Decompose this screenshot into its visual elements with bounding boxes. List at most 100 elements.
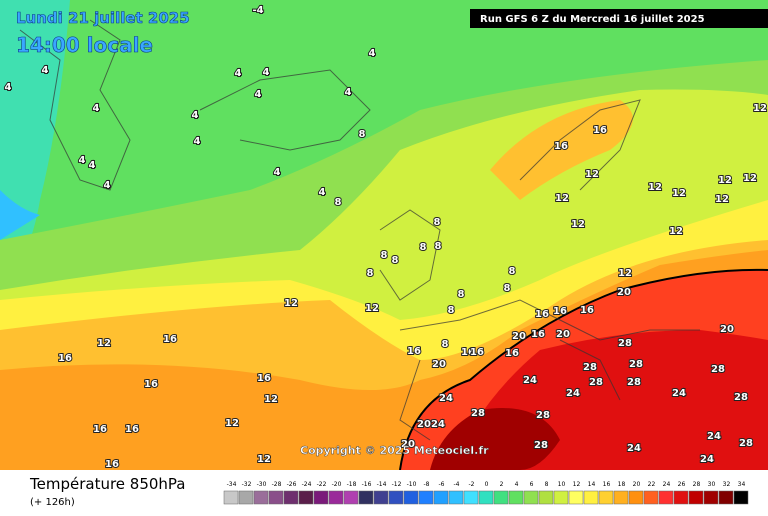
contour-label: 8 [458,289,465,300]
contour-label: 28 [536,410,550,421]
contour-label: 16 [505,348,519,359]
contour-label: 28 [629,359,643,370]
legend-label: -4 [454,481,460,488]
contour-label: 12 [718,175,732,186]
legend-swatch [253,490,269,505]
legend-swatch [568,490,584,505]
legend-label: -2 [469,481,475,488]
contour-label: 20 [432,359,446,370]
contour-label: 4 [104,180,111,191]
contour-label: 28 [627,377,641,388]
contour-label: 24 [700,454,714,465]
contour-label: 16 [580,305,594,316]
legend-label: -18 [347,481,357,488]
contour-label: 20 [417,419,431,430]
legend-swatch [628,490,644,505]
legend-swatch [718,490,734,505]
legend-swatch [373,490,389,505]
contour-label: 12 [618,268,632,279]
legend-swatch [418,490,434,505]
legend: -34 -32 -30 -28 -26 -24 -22 -20 -18 -16 -14 -12 -10-… [223,481,749,505]
legend-label: -12 [392,481,402,488]
legend-label: 16 [603,481,611,488]
contour-label: 16 [144,379,158,390]
contour-label: 12 [225,418,239,429]
legend-swatch [553,490,569,505]
contour-label: 8 [335,197,342,208]
contour-label: 28 [534,440,548,451]
legend-label: 14 [588,481,596,488]
contour-label: 20 [720,324,734,335]
contour-label: 12 [585,169,599,180]
contour-label: 4 [192,110,199,121]
contour-label: 12 [555,193,569,204]
contour-label: 8 [504,283,511,294]
legend-label: 26 [678,481,686,488]
contour-label: 16 [554,141,568,152]
legend-swatch [688,490,704,505]
contour-label: 16 [593,125,607,136]
legend-swatch [733,490,749,505]
zone-0 [0,190,40,240]
contour-label: 24 [672,388,686,399]
legend-swatch [358,490,374,505]
legend-label: -10 [407,481,417,488]
contour-label: 4 [274,167,281,178]
legend-label: -6 [439,481,445,488]
contour-label: 28 [583,362,597,373]
legend-swatch [448,490,464,505]
contour-label: 4 [235,68,242,79]
contour-label: 12 [284,298,298,309]
zone-16-north [490,100,633,200]
contour-label: 12 [571,219,585,230]
contour-label: 20 [617,287,631,298]
contour-label: 4 [42,65,49,76]
legend-label: -26 [287,481,297,488]
forecast-time: 14:00 locale [16,33,153,57]
contour-label: 28 [618,338,632,349]
contour-label: 16 [163,334,177,345]
contour-label: 24 [523,375,537,386]
legend-label: -8 [424,481,430,488]
contour-label: 24 [566,388,580,399]
legend-label: 12 [573,481,581,488]
legend-swatch [658,490,674,505]
contour-label: 8 [367,268,374,279]
legend-swatch [298,490,314,505]
contour-label: 16 [125,424,139,435]
contour-label: 20 [401,439,415,450]
contour-label: 12 [97,338,111,349]
legend-swatch [238,490,254,505]
legend-label: -22 [317,481,327,488]
contour-label: 24 [707,431,721,442]
contour-label: 4 [5,82,12,93]
contour-label: 28 [711,364,725,375]
legend-swatch [643,490,659,505]
contour-label: 4 [263,67,270,78]
legend-swatch [613,490,629,505]
legend-label: 2 [500,481,504,488]
contour-label: 8 [435,241,442,252]
legend-swatch [538,490,554,505]
contour-label: 24 [431,419,445,430]
legend-label: 20 [633,481,641,488]
legend-label: -30 [257,481,267,488]
legend-swatch [313,490,329,505]
contour-label: 12 [257,454,271,465]
contour-label: 4 [369,48,376,59]
contour-label: 12 [743,173,757,184]
contour-label: 16 [470,347,484,358]
legend-swatch [463,490,479,505]
contour-label: 4 [89,160,96,171]
contour-label: 20 [512,331,526,342]
legend-label: -14 [377,481,387,488]
legend-swatch [583,490,599,505]
contour-label: 8 [392,255,399,266]
contour-label: 16 [105,459,119,470]
legend-label: 8 [545,481,549,488]
contour-label: 16 [461,347,475,358]
legend-swatch [508,490,524,505]
